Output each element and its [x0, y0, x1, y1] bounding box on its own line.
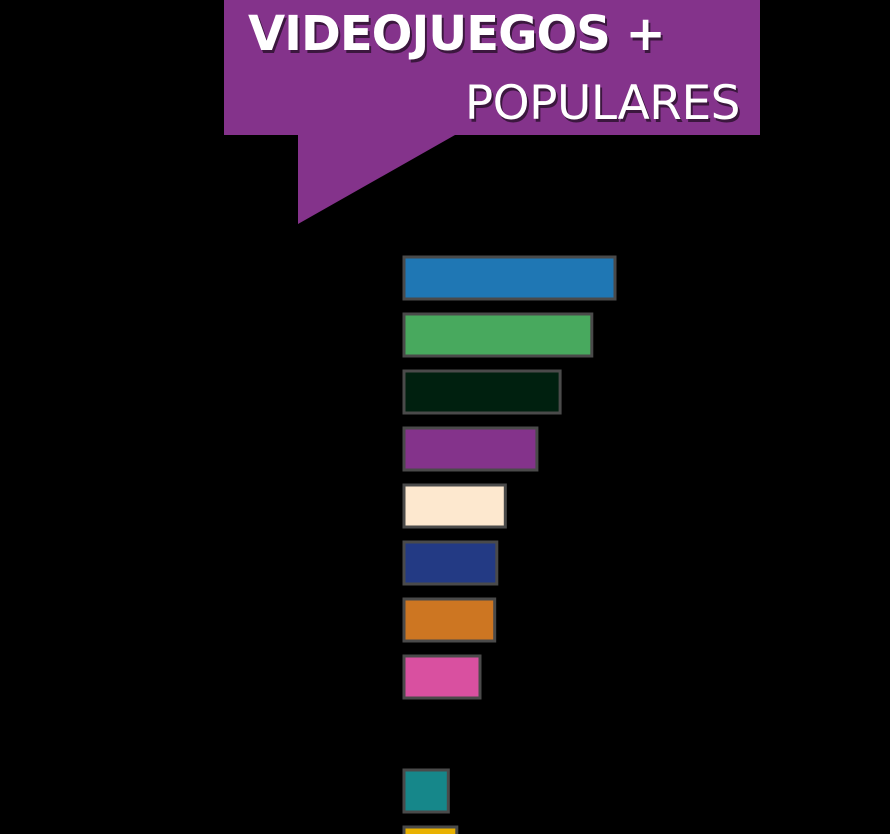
- bar-5: [402, 483, 507, 529]
- bar-7: [402, 597, 497, 643]
- bar-2: [402, 312, 594, 358]
- bar-1: [402, 255, 617, 301]
- bar-3: [402, 369, 562, 415]
- chart-title-line-2: POPULARES: [464, 76, 741, 131]
- speech-bubble-shape: [224, 0, 760, 224]
- chart-title-line-1: VIDEOJUEGOS +: [248, 6, 666, 62]
- bar-10: [402, 768, 450, 814]
- bar-8: [402, 654, 482, 700]
- bar-6: [402, 540, 499, 586]
- bar-11: [402, 825, 459, 834]
- bar-4: [402, 426, 539, 472]
